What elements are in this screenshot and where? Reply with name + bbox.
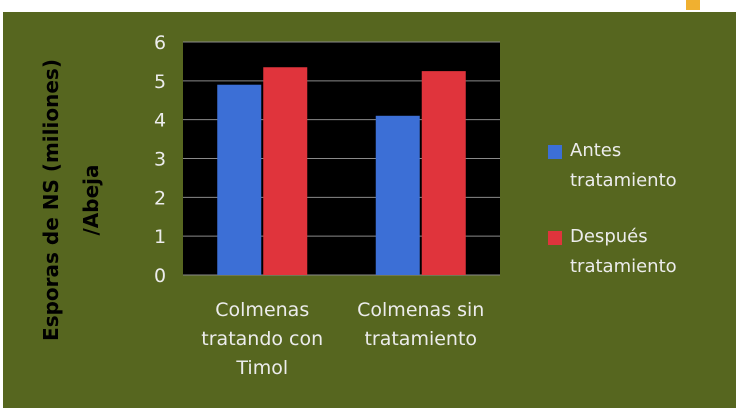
legend-swatch	[548, 145, 562, 159]
legend-swatch	[548, 231, 562, 245]
legend-item: Después tratamiento	[548, 222, 715, 282]
bar	[375, 115, 420, 276]
y-tick-label: 4	[154, 110, 166, 132]
legend-item: Antes tratamiento	[548, 136, 715, 196]
y-tick-label: 5	[154, 71, 166, 93]
x-tick-label: Colmenas sin tratamiento	[357, 299, 485, 350]
y-tick-label: 3	[154, 149, 166, 171]
x-tick-label: Colmenas tratando con Timol	[201, 299, 324, 379]
bar	[263, 67, 308, 275]
accent	[686, 0, 700, 10]
y-tick-label: 6	[154, 32, 166, 54]
legend-label: Después tratamiento	[570, 226, 677, 277]
y-tick-label: 0	[154, 265, 166, 287]
y-tick-label: 2	[154, 187, 166, 209]
legend-label: Antes tratamiento	[570, 140, 677, 191]
y-tick-label: 1	[154, 226, 166, 248]
y-axis-label: /Abeja	[79, 164, 103, 235]
y-axis-label: Esporas de NS (miliones)	[39, 59, 63, 341]
bar	[217, 84, 262, 275]
bar	[421, 71, 466, 275]
